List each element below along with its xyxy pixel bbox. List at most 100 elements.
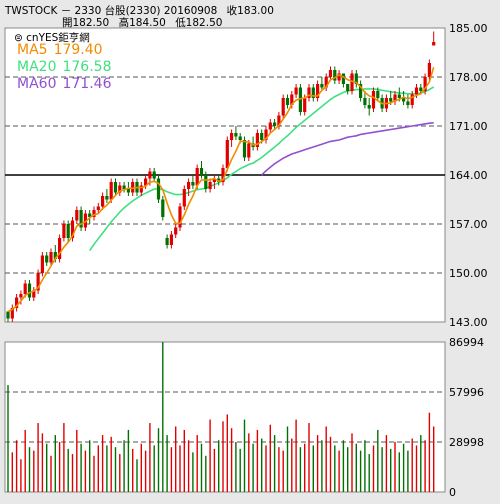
candle (208, 178, 212, 193)
quote-open: 開182.50 (62, 17, 110, 29)
candle-body (169, 234, 173, 245)
candle-body (15, 297, 19, 308)
candle-body (27, 283, 32, 298)
candle-body (79, 210, 83, 228)
candle (298, 84, 302, 116)
candle (225, 136, 229, 172)
candle (122, 182, 126, 193)
candlestick-series (6, 31, 436, 322)
candle-body (389, 98, 393, 102)
candle-body (122, 185, 126, 189)
candle-body (96, 206, 100, 210)
quote-high: 高184.50 (118, 17, 166, 29)
candle (363, 91, 367, 109)
candle-body (217, 178, 221, 182)
candle (40, 252, 44, 277)
candle-body (83, 213, 87, 228)
candle-body (346, 84, 350, 91)
candle-body (88, 213, 92, 217)
candle (109, 178, 113, 203)
volume-tick-label: 86994 (449, 336, 484, 349)
candle (230, 129, 234, 147)
candle (169, 231, 173, 249)
candle (316, 80, 320, 102)
candle-body (337, 73, 341, 81)
candle (277, 112, 281, 130)
volume-panel (4, 341, 446, 493)
candle (49, 248, 53, 266)
candle-body (45, 255, 49, 263)
price-tick-label: 178.00 (449, 71, 488, 84)
candle-body (427, 63, 431, 77)
candle-body (414, 87, 419, 95)
candle-body (10, 308, 14, 319)
candle-body (397, 94, 401, 98)
candle (354, 70, 358, 88)
candle-body (255, 133, 259, 147)
candle (337, 70, 341, 84)
candle (161, 196, 165, 221)
candle (191, 175, 195, 189)
candle-body (92, 210, 96, 217)
ma5-series (7, 66, 435, 313)
candle (432, 31, 436, 46)
quote-symbol-date: TWSTOCK － 2330 台股(2330) 20160908 (5, 5, 218, 17)
candle (212, 175, 216, 189)
price-tick-label: 150.00 (449, 267, 488, 280)
candle (187, 178, 191, 196)
candle-body (285, 98, 290, 105)
volume-series (7, 342, 435, 492)
candle-body (294, 87, 298, 95)
candle-body (152, 171, 156, 179)
candle-body (118, 185, 122, 193)
candle-body (307, 87, 311, 98)
candle-body (238, 136, 242, 140)
candle-body (419, 87, 423, 91)
candle (427, 59, 431, 81)
legend-ma20: MA20 176.58 (17, 59, 117, 75)
candle (393, 91, 397, 105)
candle-body (75, 210, 79, 221)
candle (66, 220, 70, 242)
ma20-series (89, 86, 435, 252)
candle (264, 126, 268, 144)
candle-body (113, 182, 118, 193)
candle-body (49, 252, 53, 263)
quote-close: 收183.00 (226, 5, 274, 17)
candle-body (178, 206, 182, 228)
candle-body (303, 98, 307, 112)
candle (105, 189, 109, 203)
candle-body (23, 283, 27, 294)
candle (204, 171, 208, 193)
candle-body (161, 199, 165, 217)
candle (27, 280, 32, 301)
candle-body (62, 224, 66, 238)
candle-body (367, 105, 371, 109)
candle-body (156, 178, 161, 200)
candle (62, 220, 66, 242)
candle (359, 80, 363, 102)
quote-low: 低182.50 (175, 17, 223, 29)
candle-body (311, 87, 315, 98)
candle-body (182, 189, 186, 207)
candle-body (225, 140, 229, 168)
candle-body (174, 227, 178, 235)
price-tick-label: 143.00 (449, 316, 488, 329)
candle (247, 140, 251, 161)
candle-body (70, 220, 75, 238)
candle (350, 70, 354, 95)
quote-header-line2: 開182.50 高184.50 低182.50 (62, 15, 228, 30)
ma20-line (89, 86, 435, 252)
candle-body (406, 101, 410, 105)
legend-ma5-name: MA5 (17, 42, 48, 58)
legend-ma60-name: MA60 (17, 76, 57, 92)
candle-body (268, 122, 272, 130)
candle (199, 161, 204, 179)
candle-body (423, 77, 427, 91)
legend-ma60: MA60 171.46 (17, 76, 117, 92)
candle-body (242, 140, 247, 158)
candle-body (139, 185, 143, 193)
candle-body (105, 196, 109, 200)
candle-body (148, 171, 152, 179)
candle-body (363, 98, 367, 105)
